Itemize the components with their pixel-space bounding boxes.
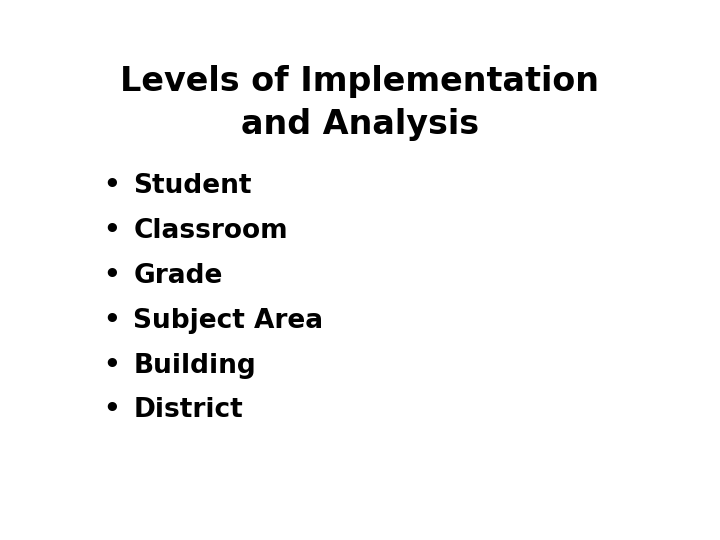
Text: •: • bbox=[103, 397, 120, 423]
Text: •: • bbox=[103, 308, 120, 334]
Text: •: • bbox=[103, 218, 120, 244]
Text: District: District bbox=[133, 397, 243, 423]
Text: •: • bbox=[103, 263, 120, 289]
Text: •: • bbox=[103, 173, 120, 199]
Text: Grade: Grade bbox=[133, 263, 222, 289]
Text: Subject Area: Subject Area bbox=[133, 308, 323, 334]
Text: Classroom: Classroom bbox=[133, 218, 288, 244]
Text: •: • bbox=[103, 353, 120, 379]
Text: Student: Student bbox=[133, 173, 252, 199]
Text: Building: Building bbox=[133, 353, 256, 379]
Text: Levels of Implementation
and Analysis: Levels of Implementation and Analysis bbox=[120, 65, 600, 141]
